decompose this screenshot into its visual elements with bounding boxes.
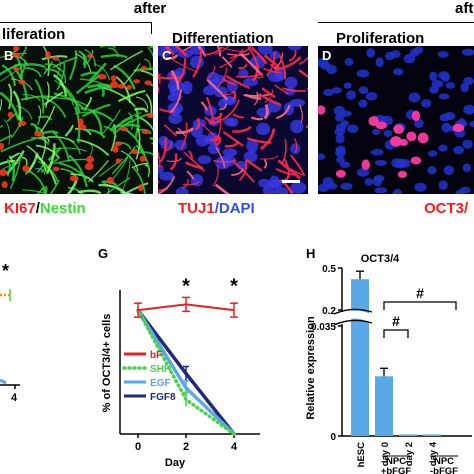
- panel-c-title: Differentiation: [172, 30, 274, 47]
- chart-h-axis-break-line: [333, 319, 373, 326]
- caption-c-slash: /: [214, 200, 219, 217]
- chart-g-xtick-label: 0: [135, 441, 141, 453]
- chart-h-group-label: NPC: [434, 456, 454, 467]
- chart-h-ytick-label: 0: [330, 432, 336, 443]
- chart-h-bar-3: [423, 434, 441, 436]
- chart-h-title: OCT3/4: [361, 253, 400, 265]
- chart-g-legend-label: FGF8: [150, 392, 176, 403]
- scale-bar: [282, 180, 300, 183]
- chart-g-significance-star: *: [182, 275, 190, 297]
- chart-h-significance-mark: #: [392, 313, 400, 329]
- header-bracket-line-right: [318, 22, 474, 23]
- panel-d-letter: D: [322, 48, 332, 63]
- micrograph-ki67-nestin: B: [0, 46, 153, 194]
- chart-h-ytick-label: 0.035: [311, 322, 336, 333]
- caption-c-dapi: DAPI: [218, 200, 255, 217]
- panel-d-title: Proliferation: [336, 30, 425, 47]
- header-bracket-tick: [151, 22, 152, 34]
- chart-h-group-sublabel: +bFGF: [381, 466, 412, 474]
- chart-g-xlabel: Day: [165, 457, 186, 469]
- chart-g: % of OCT3/4+ cells 0 2 4 Day * * bF SHH EGF FG…: [101, 275, 260, 469]
- chart-h-bar-0: [351, 279, 369, 436]
- caption-d-oct34: OCT3/: [424, 200, 469, 217]
- chart-g-legend-label: SHH: [150, 364, 171, 375]
- micrograph-tuj1-dapi: C: [158, 46, 308, 194]
- chart-h: OCT3/4 Relative expression 0.50.20.0350 …: [305, 253, 472, 474]
- micrograph-oct34-dapi: D: [318, 46, 474, 194]
- panel-h-letter: H: [306, 246, 316, 261]
- chart-h-group-label: NPC: [386, 456, 406, 467]
- micrograph-d-image: [318, 46, 474, 194]
- panel-b-title: liferation: [2, 26, 66, 43]
- chart-h-ytick-label: 0.5: [322, 264, 336, 275]
- chart-h-axis-break-line: [333, 308, 373, 315]
- chart-h-ylabel: Relative expression: [305, 316, 317, 420]
- caption-b: KI67/Nestin: [4, 200, 86, 217]
- header-after-left: after: [133, 0, 167, 17]
- chart-h-category-label: hESC: [356, 442, 367, 467]
- panel-c-letter: C: [162, 48, 172, 63]
- chart-h-ytick-label: 0.2: [322, 306, 336, 317]
- chart-h-category-label: day 2: [404, 442, 415, 466]
- chart-h-group-sublabel: -bFGF: [430, 466, 458, 474]
- chart-h-bar-1: [375, 376, 393, 436]
- panel-b-letter: B: [4, 48, 14, 63]
- chart-h-significance-mark: #: [416, 285, 424, 301]
- chart-g-legend-label: EGF: [150, 378, 171, 389]
- micrograph-c-image: [158, 46, 308, 194]
- panel-g-letter: G: [98, 246, 109, 261]
- caption-c-tuj1: TUJ1: [178, 200, 215, 217]
- chart-g-xtick-label: 4: [231, 441, 238, 453]
- caption-b-nestin: Nestin: [39, 200, 86, 217]
- header-after-right: aft: [455, 0, 474, 17]
- micrograph-b-image: [0, 46, 153, 194]
- chart-h-significance-bracket: [383, 329, 409, 338]
- header-bracket-line: [0, 22, 151, 23]
- chart-g-significance-star: *: [230, 275, 238, 297]
- chart-h-axis-break: [332, 310, 384, 326]
- chart-g-legend-label: bF: [150, 350, 162, 361]
- caption-b-slash: /: [35, 200, 40, 217]
- chart-g-xtick-label: 2: [183, 441, 189, 453]
- fragment-chart: 4 *: [0, 261, 20, 404]
- chart-h-category-label: day 0: [380, 442, 391, 466]
- chart-g-ylabel: % of OCT3/4+ cells: [101, 314, 113, 413]
- caption-b-ki67: KI67: [4, 200, 36, 217]
- caption-c: TUJ1/DAPI: [178, 200, 255, 217]
- fragment-star: *: [2, 261, 9, 281]
- chart-h-significance-bracket: [383, 301, 457, 310]
- chart-h-category-label: day 4: [428, 441, 439, 466]
- chart-h-bar-2: [399, 434, 417, 436]
- fragment-tick-label: 4: [11, 392, 18, 404]
- caption-d: OCT3/: [424, 200, 468, 217]
